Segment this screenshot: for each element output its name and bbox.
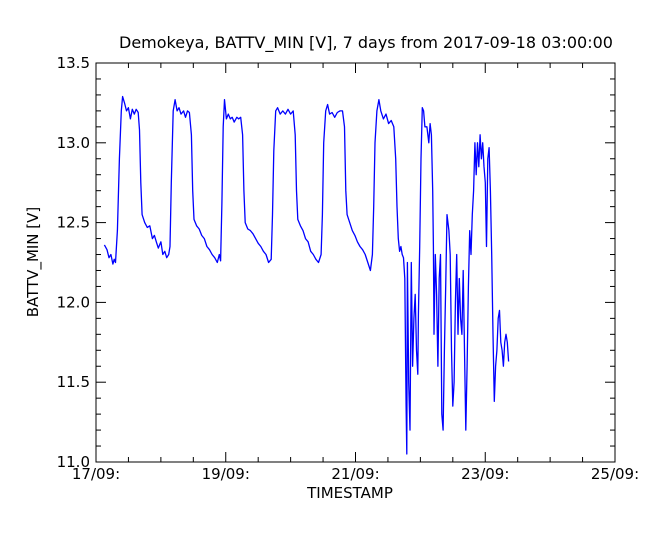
axis-ticks bbox=[95, 62, 616, 463]
x-axis-tick-labels: 17/09: 19/09: 21/09: 23/09: 25/09: bbox=[72, 465, 639, 483]
x-axis-label: TIMESTAMP bbox=[306, 484, 393, 502]
x-tick-label: 23/09: bbox=[461, 465, 509, 483]
x-tick-label: 25/09: bbox=[591, 465, 639, 483]
series-line-battv-min bbox=[103, 95, 510, 455]
y-tick-label: 13.5 bbox=[57, 54, 90, 72]
y-axis-tick-labels: 11.0 11.5 12.0 12.5 13.0 13.5 bbox=[57, 54, 90, 471]
x-tick-label: 19/09: bbox=[202, 465, 250, 483]
chart-title: Demokeya, BATTV_MIN [V], 7 days from 201… bbox=[119, 33, 613, 53]
y-tick-label: 13.0 bbox=[57, 134, 90, 152]
y-tick-label: 11.0 bbox=[57, 453, 90, 471]
x-tick-label: 21/09: bbox=[331, 465, 379, 483]
y-tick-label: 12.0 bbox=[57, 293, 90, 311]
x-tick-label: 17/09: bbox=[72, 465, 120, 483]
plot-border bbox=[95, 62, 616, 463]
y-tick-label: 11.5 bbox=[57, 373, 90, 391]
plot-area bbox=[95, 62, 616, 463]
y-axis-label: BATTV_MIN [V] bbox=[24, 207, 43, 318]
y-tick-label: 12.5 bbox=[57, 214, 90, 232]
